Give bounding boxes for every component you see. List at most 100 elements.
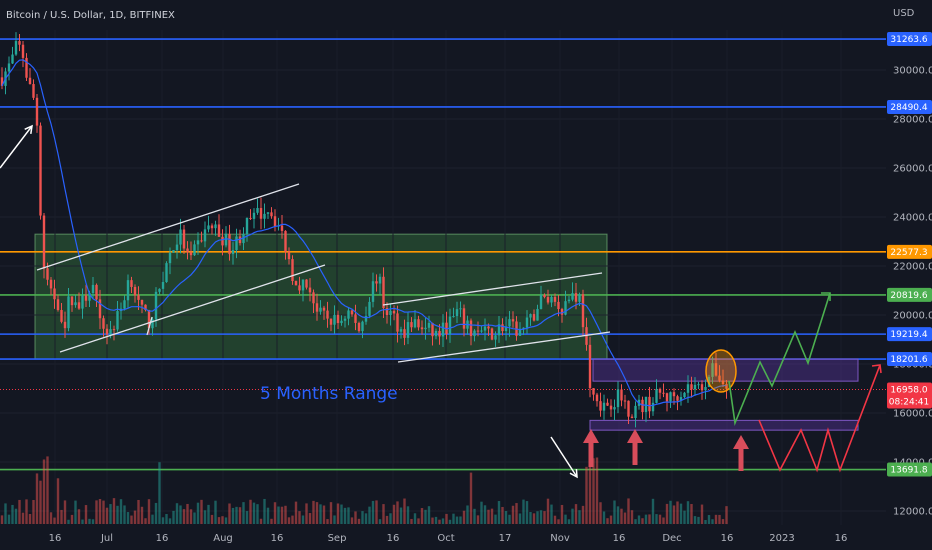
candle [686,384,690,393]
volume-bar [49,512,53,524]
candle [200,240,203,242]
volume-bar [95,500,98,524]
volume-bar [214,500,217,524]
volume-bar [686,501,690,524]
candle [42,215,46,269]
candle [609,405,613,410]
candle [431,322,434,337]
white-arrow-head [569,468,578,479]
volume-bar [161,517,165,524]
volume-bar [336,503,340,524]
x-tick-label: Oct [437,533,454,544]
volume-bar [560,504,564,524]
volume-bar [417,518,420,524]
projection-up-arrowhead [821,292,831,301]
volume-bar [88,518,91,524]
volume-bar [522,499,525,524]
candle [375,281,378,284]
volume-bar [672,505,676,524]
volume-bar [585,466,588,524]
volume-bar [553,515,557,524]
volume-bar [130,515,133,524]
candle [301,279,305,291]
volume-bar [602,511,606,524]
volume-bar [105,507,109,524]
candle [74,302,77,306]
volume-bar [70,514,74,524]
candle [116,311,119,330]
candle [88,293,91,301]
candle [392,310,396,314]
red-up-arrow-head [627,429,643,443]
volume-bar [375,500,378,524]
volume-bar [389,513,392,524]
candle [228,233,231,255]
candle [361,321,364,332]
candle [0,77,4,86]
y-tick-label: 20000.0 [893,311,932,322]
moving-average-layer [1,59,727,407]
volume-bar [669,500,672,524]
volume-bar [217,517,221,524]
volume-bar [641,518,644,524]
volume-bar [284,505,287,524]
volume-bar [235,506,238,524]
volume-bar [210,514,214,524]
volume-bar [56,478,60,524]
highlight-circle [705,349,737,393]
volume-bar [123,505,126,524]
candle [263,213,266,219]
price-level-badge [887,244,932,259]
grid-layer [0,30,886,525]
countdown-label: 08:24:41 [889,398,929,408]
candle [620,389,623,401]
candle [560,309,564,315]
trend-line [397,331,611,363]
volume-bar [518,513,522,524]
candle [378,276,382,284]
volume-bar [242,502,245,524]
candle [403,329,406,338]
range-layer [34,233,608,360]
drawings-layer [0,124,882,479]
volume-bar [42,459,46,524]
candle [704,386,707,391]
candle [606,402,609,406]
volume-bar [396,501,399,524]
candle [700,384,704,391]
candle [102,318,105,329]
volume-bar [119,499,123,524]
candle [546,297,550,303]
candle [172,250,175,253]
volume-bar [536,511,539,524]
volume-bar [424,509,427,524]
candle [683,392,686,398]
red-up-arrow-head [583,429,599,443]
candle [56,299,60,310]
volume-bar [434,516,438,524]
candle [679,397,683,401]
candle [655,388,658,403]
candle [298,285,301,291]
candle [690,384,693,390]
support-zone [589,419,859,431]
candle [581,294,585,328]
volume-bar [357,518,361,524]
candle [406,322,410,338]
candle [165,263,168,283]
candle [280,225,284,231]
candle [98,299,102,319]
volume-bar [588,445,592,524]
volume-bar [511,505,515,524]
range-annotation: 5 Months Range [260,384,398,404]
candle [455,309,459,317]
volume-bar [431,517,434,524]
volume-bar [525,501,529,524]
candle [343,318,347,321]
candle [319,307,322,312]
volume-bar [200,499,203,524]
candle [224,233,228,246]
candle [469,320,473,337]
